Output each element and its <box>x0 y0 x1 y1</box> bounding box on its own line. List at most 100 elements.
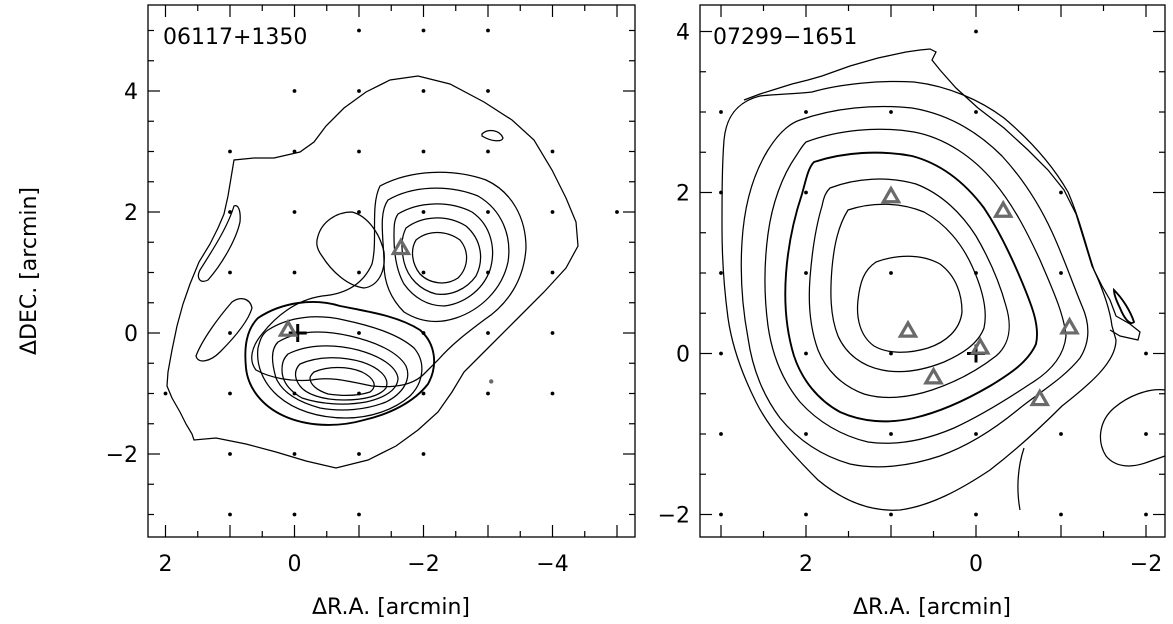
source-triangle-marker <box>992 199 1014 218</box>
tick-labels: 2 0 −2 −4 −2 0 2 4 <box>106 80 569 577</box>
grid-point <box>974 110 978 114</box>
contour-ne-3 <box>393 203 494 307</box>
grid-point <box>357 512 361 517</box>
grid-point <box>550 391 555 396</box>
grid-point <box>889 512 893 517</box>
grid-point <box>889 351 893 356</box>
grid-point <box>486 331 490 335</box>
grid-point <box>1059 271 1063 275</box>
grid-point <box>550 331 555 335</box>
contour-lines <box>166 75 579 469</box>
panel-title: 06117+1350 <box>163 25 307 50</box>
grid-point <box>357 89 361 93</box>
source-triangle-marker <box>969 336 991 355</box>
grid-point <box>421 89 426 93</box>
grid-point <box>228 452 232 456</box>
grid-point <box>974 271 978 275</box>
contour-ne-1 <box>251 171 527 388</box>
y-tick-label: −2 <box>658 504 690 529</box>
grid-point <box>357 28 361 33</box>
grid-point <box>357 452 361 456</box>
grid-point <box>421 331 426 335</box>
grid-point <box>421 149 426 154</box>
grid-point <box>1144 512 1148 517</box>
contour-left-lobe <box>195 298 253 362</box>
center-cross-marker <box>288 324 307 342</box>
grid-point <box>357 149 361 154</box>
grid-point <box>486 28 490 33</box>
contour-s-6 <box>309 366 375 396</box>
y-tick-label: −2 <box>106 443 138 468</box>
panel-title: 07299−1651 <box>713 25 857 50</box>
contour-level-7 <box>830 203 986 373</box>
contour-s-4 <box>281 345 399 405</box>
y-tick-label: 4 <box>676 21 690 46</box>
contour-ne-4 <box>401 217 482 295</box>
y-tick-label: 2 <box>124 201 138 226</box>
grid-point <box>228 331 232 335</box>
grid-point <box>292 89 297 93</box>
contour-level-6 <box>808 178 1010 399</box>
grid-point <box>357 391 361 396</box>
grid-point <box>292 452 297 456</box>
grid-point <box>228 210 232 214</box>
grid-point <box>292 391 297 396</box>
contour-level-3 <box>740 105 1089 468</box>
source-triangle-marker <box>277 318 299 337</box>
contour-level-1 <box>166 75 579 469</box>
y-axis-label: ΔDEC. [arcmin] <box>17 187 42 355</box>
grid-point <box>719 271 723 275</box>
grid-point <box>228 512 232 517</box>
y-tick-label: 0 <box>124 322 138 347</box>
source-triangle-marker <box>1029 388 1051 407</box>
source-triangle-marker <box>390 237 412 256</box>
grid-points <box>719 29 1148 517</box>
contour-level-2 <box>721 80 1117 511</box>
source-triangle-marker <box>897 319 919 338</box>
grid-point <box>719 512 723 517</box>
grid-point <box>357 210 361 214</box>
x-tick-label: 2 <box>799 552 813 577</box>
grid-point <box>719 190 723 195</box>
grid-point <box>550 210 555 214</box>
grid-point <box>1144 351 1148 356</box>
grid-point <box>486 270 490 275</box>
y-tick-label: 4 <box>124 80 138 105</box>
grid-point <box>357 331 361 335</box>
grid-point <box>804 271 808 275</box>
grid-point <box>804 110 808 114</box>
grid-point <box>357 270 361 275</box>
x-tick-label: −2 <box>407 552 439 577</box>
grid-point <box>974 432 978 436</box>
grid-point <box>292 270 297 275</box>
grid-point <box>486 89 490 93</box>
x-axis-label: ΔR.A. [arcmin] <box>312 595 470 620</box>
grid-point <box>421 28 426 33</box>
grid-point <box>804 351 808 356</box>
source-triangle-marker <box>1059 316 1080 335</box>
grid-point <box>228 270 232 275</box>
grid-point <box>292 512 297 517</box>
grid-point <box>804 190 808 195</box>
plot-frame <box>147 4 636 538</box>
grid-point <box>421 452 426 456</box>
grid-points <box>163 28 619 517</box>
grid-point <box>1059 190 1063 195</box>
source-triangle-marker <box>880 185 902 204</box>
source-triangle-marker <box>923 366 944 385</box>
grid-point <box>486 210 490 214</box>
grid-point <box>889 271 893 275</box>
grid-point <box>1059 512 1063 517</box>
grid-point <box>719 351 723 356</box>
grid-point <box>550 270 555 275</box>
source-markers <box>880 185 1080 407</box>
grid-point <box>974 512 978 517</box>
grid-point <box>228 149 232 154</box>
x-axis-label: ΔR.A. [arcmin] <box>853 595 1011 620</box>
contour-level-5 <box>784 151 1038 423</box>
grid-point <box>1144 432 1148 436</box>
grid-point <box>719 110 723 114</box>
y-tick-label: 2 <box>676 182 690 207</box>
axis-ticks <box>148 5 635 537</box>
